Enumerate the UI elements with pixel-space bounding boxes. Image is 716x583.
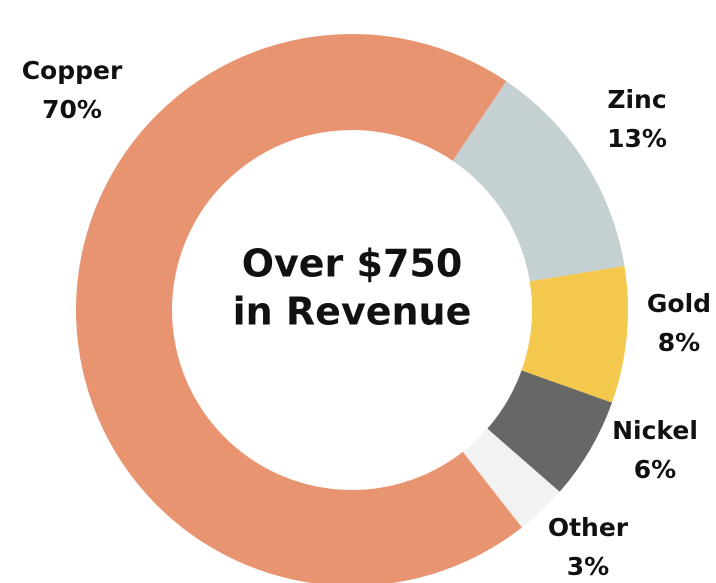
category-label: Other bbox=[548, 513, 629, 542]
category-label: Nickel bbox=[612, 416, 698, 445]
donut-segment bbox=[487, 370, 613, 492]
center-text: Over $750 bbox=[242, 242, 463, 286]
center-text: in Revenue bbox=[233, 290, 472, 334]
category-label: Gold bbox=[647, 289, 711, 318]
donut-segment bbox=[462, 428, 560, 528]
value-label: 6% bbox=[634, 455, 676, 484]
donut-segment bbox=[76, 34, 522, 583]
value-label: 3% bbox=[567, 552, 609, 581]
value-label: 13% bbox=[607, 124, 667, 153]
value-label: 8% bbox=[658, 328, 700, 357]
category-label: Zinc bbox=[607, 85, 666, 114]
donut-segment bbox=[452, 81, 625, 282]
donut-segment bbox=[521, 265, 628, 403]
value-label: 70% bbox=[42, 95, 102, 124]
category-label: Copper bbox=[22, 56, 123, 85]
